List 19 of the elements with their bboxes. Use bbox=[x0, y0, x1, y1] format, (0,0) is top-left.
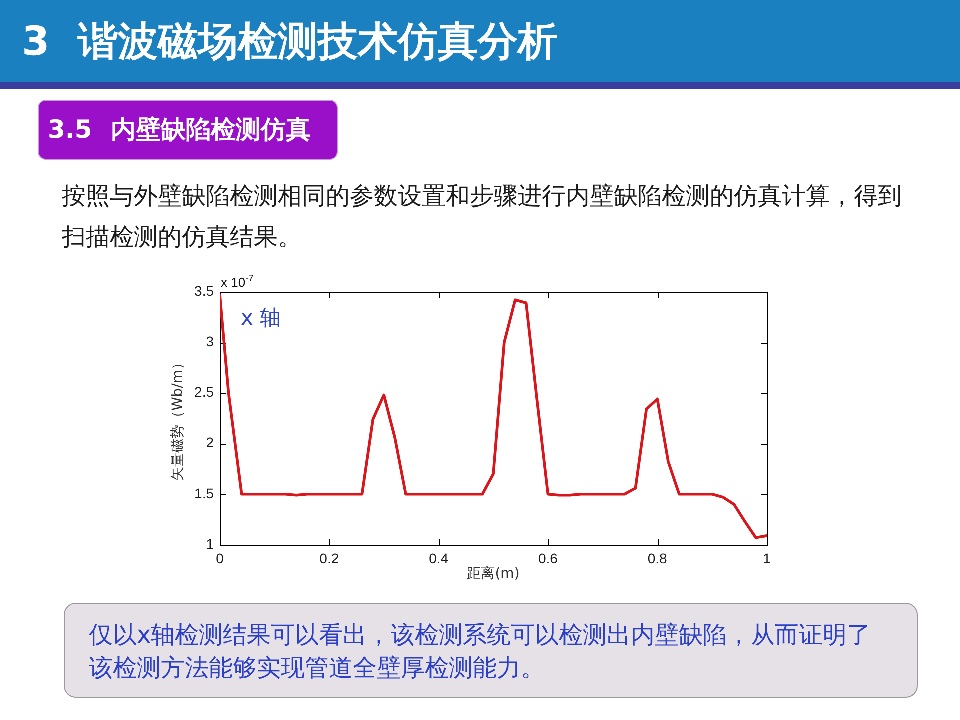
x-tick-label: 0.2 bbox=[320, 550, 340, 566]
text: 仅以x轴检测结果可以看出，该检测系统可以检测出内壁缺陷，从而证明了该检测方法能够实现管道全壁厚检测能力。 bbox=[89, 620, 872, 684]
x-tick-label: 1 bbox=[763, 550, 772, 566]
text: 按照与外壁缺陷检测相同的参数设置和步骤进行内壁缺陷检测的仿真计算，得到扫描检测的仿真结果。 bbox=[62, 181, 903, 253]
x-tick-label: 0.4 bbox=[429, 550, 449, 566]
y-axis-title: 矢量磁势（Wb/m） bbox=[170, 356, 186, 482]
annotation: x 轴 bbox=[241, 306, 282, 330]
chart-title: 3 谐波磁场检测技术仿真分析 bbox=[22, 18, 558, 67]
y-tick-label: 2.5 bbox=[194, 384, 214, 400]
chart-subtitle: 3.5 内壁缺陷检测仿真 bbox=[38, 100, 338, 160]
x-axis-title: 距离(m) bbox=[467, 566, 520, 582]
y-tick-label: 1.5 bbox=[194, 485, 214, 502]
y-tick-label: 2 bbox=[206, 434, 214, 451]
x-tick-label: 0 bbox=[216, 550, 224, 566]
y-tick-label: 3.5 bbox=[194, 282, 214, 299]
x-tick-label: 0.6 bbox=[538, 550, 558, 566]
x-tick-label: 0.8 bbox=[648, 550, 668, 566]
y-tick-label: 1 bbox=[206, 536, 214, 552]
y-tick-label: 3 bbox=[206, 333, 214, 350]
